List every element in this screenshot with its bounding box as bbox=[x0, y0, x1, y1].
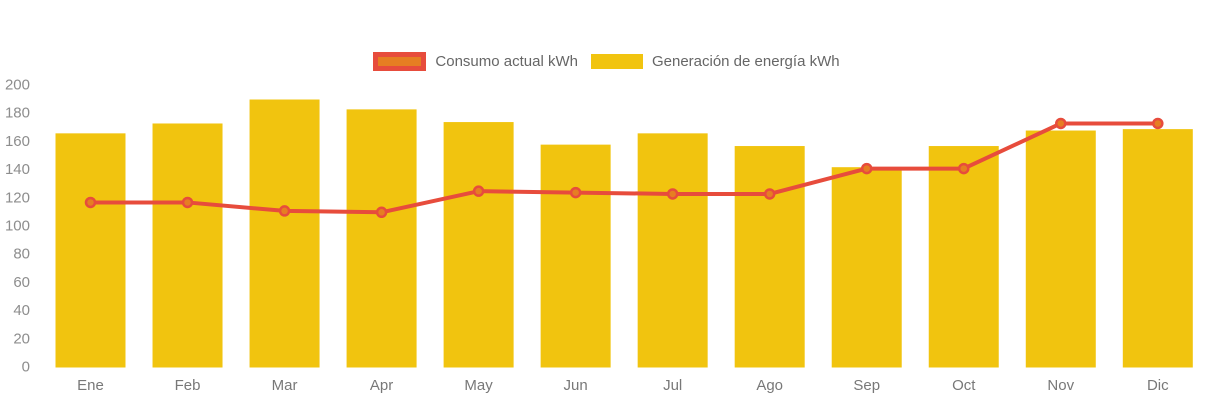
bar-dic[interactable] bbox=[1122, 129, 1193, 368]
x-axis-label-ago: Ago bbox=[756, 377, 783, 394]
line-point-nov[interactable] bbox=[1055, 117, 1067, 130]
line-point-feb[interactable] bbox=[181, 196, 194, 209]
legend-line-swatch bbox=[373, 52, 427, 71]
bar-may[interactable] bbox=[443, 122, 514, 368]
x-axis-label-mar: Mar bbox=[272, 377, 298, 394]
x-axis-label-feb: Feb bbox=[175, 377, 201, 394]
y-axis-tick-140: 140 bbox=[5, 161, 30, 178]
line-point-jul[interactable] bbox=[666, 188, 679, 200]
bar-apr[interactable] bbox=[346, 109, 417, 368]
bar-feb[interactable] bbox=[152, 123, 223, 368]
consumption-line bbox=[88, 121, 1160, 215]
y-axis-tick-120: 120 bbox=[5, 189, 30, 206]
x-axis-label-jun: Jun bbox=[564, 377, 588, 394]
y-axis-tick-60: 60 bbox=[13, 274, 30, 291]
bar-nov[interactable] bbox=[1025, 130, 1096, 368]
line-point-apr[interactable] bbox=[375, 206, 388, 219]
y-axis-tick-20: 20 bbox=[13, 330, 30, 347]
legend-label-consumo-actual: Consumo actual kWh bbox=[435, 53, 578, 70]
bar-mar[interactable] bbox=[249, 99, 320, 368]
y-axis-tick-0: 0 bbox=[22, 359, 30, 376]
y-axis-tick-40: 40 bbox=[13, 302, 30, 319]
line-point-sep[interactable] bbox=[860, 162, 873, 175]
line-point-oct[interactable] bbox=[957, 162, 970, 175]
y-axis-tick-100: 100 bbox=[5, 218, 30, 235]
line-point-ago[interactable] bbox=[763, 188, 776, 200]
bar-ago[interactable] bbox=[734, 146, 805, 368]
bar-oct[interactable] bbox=[928, 146, 999, 368]
y-axis-tick-200: 200 bbox=[5, 77, 30, 94]
bar-ene[interactable] bbox=[55, 133, 126, 368]
bar-jun[interactable] bbox=[540, 144, 611, 368]
line-point-mar[interactable] bbox=[278, 205, 291, 217]
x-axis-label-oct: Oct bbox=[952, 377, 976, 394]
y-axis-tick-160: 160 bbox=[5, 133, 30, 150]
y-axis-tick-180: 180 bbox=[5, 105, 30, 122]
line-point-jun[interactable] bbox=[569, 186, 582, 199]
x-axis-label-may: May bbox=[464, 377, 493, 394]
legend-bar-swatch bbox=[590, 54, 643, 69]
line-point-dic[interactable] bbox=[1152, 117, 1164, 130]
line-point-may[interactable] bbox=[472, 185, 485, 197]
x-axis-label-sep: Sep bbox=[853, 377, 880, 394]
bar-sep[interactable] bbox=[831, 167, 902, 368]
bar-jul[interactable] bbox=[637, 133, 708, 368]
y-axis-tick-80: 80 bbox=[13, 246, 30, 263]
legend-item-consumo-actual[interactable]: Consumo actual kWh bbox=[373, 52, 578, 71]
x-axis-label-apr: Apr bbox=[370, 377, 393, 394]
chart-legend: Consumo actual kWh Generación de energía… bbox=[0, 52, 1213, 71]
x-axis-label-ene: Ene bbox=[77, 377, 104, 394]
x-axis-label-dic: Dic bbox=[1147, 377, 1169, 394]
x-axis-label-jul: Jul bbox=[663, 377, 682, 394]
x-axis-label-nov: Nov bbox=[1047, 377, 1074, 394]
line-point-ene[interactable] bbox=[84, 196, 97, 209]
legend-item-generacion-energia[interactable]: Generación de energía kWh bbox=[590, 52, 840, 71]
legend-label-generacion-energia: Generación de energía kWh bbox=[651, 53, 840, 70]
